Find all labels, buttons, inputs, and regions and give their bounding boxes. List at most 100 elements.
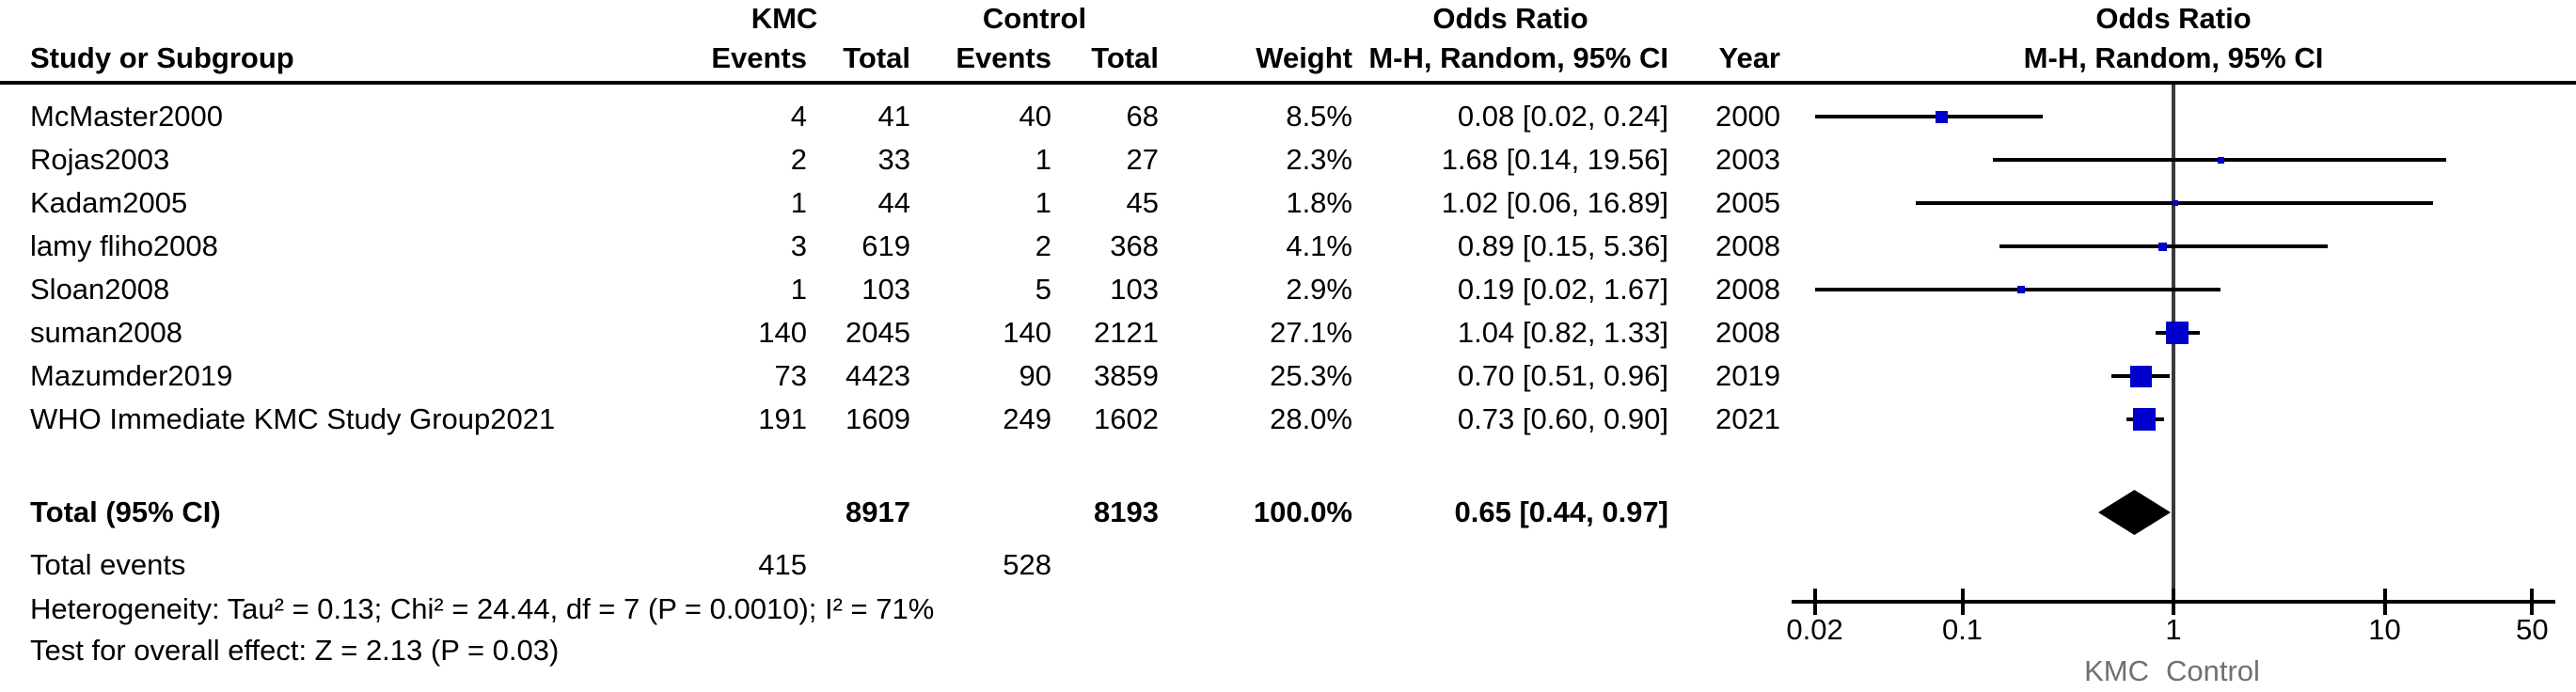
- ctl-total: 45: [1126, 186, 1159, 219]
- weight: 28.0%: [1270, 402, 1352, 435]
- kmc-total: 33: [877, 143, 910, 176]
- kmc-events: 4: [790, 100, 807, 133]
- plot-title: Odds Ratio: [2095, 2, 2252, 35]
- kmc-total: 41: [877, 100, 910, 133]
- kmc-events: 3: [790, 229, 807, 262]
- study-name: suman2008: [30, 316, 183, 349]
- header-divider-line: [0, 81, 2576, 85]
- weight: 1.8%: [1286, 186, 1352, 219]
- ctl-total: 1602: [1094, 402, 1159, 435]
- study-name: McMaster2000: [30, 100, 224, 133]
- total-or-ci-text: 0.65 [0.44, 0.97]: [1454, 495, 1669, 528]
- ctl-events: 2: [1035, 229, 1051, 262]
- kmc-total: 619: [861, 229, 910, 262]
- ctl-total: 27: [1126, 143, 1159, 176]
- study-name: WHO Immediate KMC Study Group2021: [30, 402, 556, 435]
- col-header-or-ci: M-H, Random, 95% CI: [1368, 41, 1668, 74]
- effect-square: [2017, 286, 2026, 293]
- effect-square: [2172, 200, 2178, 206]
- study-name: lamy fliho2008: [30, 229, 218, 262]
- ctl-events: 40: [1019, 100, 1051, 133]
- kmc-events: 2: [790, 143, 807, 176]
- x-axis-tick-label: 50: [2516, 613, 2549, 646]
- study-name: Kadam2005: [30, 186, 188, 219]
- col-header-ctl-events: Events: [956, 41, 1051, 74]
- table-row: Kadam2005 1 44 1 45 1.8% 1.02 [0.06, 16.…: [0, 181, 2576, 225]
- kmc-events: 73: [774, 359, 807, 392]
- weight: 2.3%: [1286, 143, 1352, 176]
- ctl-events: 1: [1035, 143, 1051, 176]
- or-ci-text: 0.19 [0.02, 1.67]: [1457, 273, 1668, 306]
- ctl-total: 68: [1126, 100, 1159, 133]
- ctl-events: 249: [1003, 402, 1051, 435]
- ci-line: [1814, 115, 2043, 118]
- total-diamond: [2097, 490, 2172, 535]
- x-axis-tick: [2382, 589, 2387, 615]
- x-axis-tick-label: 10: [2368, 613, 2401, 646]
- year: 2019: [1715, 359, 1780, 392]
- x-axis-tick-label: 0.02: [1786, 613, 1843, 646]
- col-header-year: Year: [1718, 41, 1780, 74]
- weight: 2.9%: [1286, 273, 1352, 306]
- table-header-row: Study or Subgroup Events Total Events To…: [0, 37, 2576, 74]
- col-header-kmc-events: Events: [711, 41, 807, 74]
- year: 2003: [1715, 143, 1780, 176]
- weight: 8.5%: [1286, 100, 1352, 133]
- weight: 27.1%: [1270, 316, 1352, 349]
- total-row: Total (95% CI) 8917 8193 100.0% 0.65 [0.…: [0, 491, 2576, 534]
- x-axis-tick-label: 0.1: [1941, 613, 1983, 646]
- kmc-events: 191: [758, 402, 807, 435]
- table-row: lamy fliho2008 3 619 2 368 4.1% 0.89 [0.…: [0, 225, 2576, 268]
- kmc-total: 4423: [845, 359, 910, 392]
- x-axis-tick: [2530, 589, 2535, 615]
- kmc-events: 1: [790, 273, 807, 306]
- table-row: Mazumder2019 73 4423 90 3859 25.3% 0.70 …: [0, 354, 2576, 398]
- plot-subtitle: M-H, Random, 95% CI: [2023, 41, 2324, 74]
- effect-square: [1936, 110, 1949, 123]
- kmc-total: 103: [861, 273, 910, 306]
- or-ci-text: 0.08 [0.02, 0.24]: [1457, 100, 1668, 133]
- table-row: Rojas2003 2 33 1 27 2.3% 1.68 [0.14, 19.…: [0, 138, 2576, 181]
- col-header-study: Study or Subgroup: [30, 41, 294, 74]
- total-weight: 100.0%: [1253, 495, 1352, 528]
- or-ci-text: 1.68 [0.14, 19.56]: [1441, 143, 1668, 176]
- col-header-weight: Weight: [1256, 41, 1352, 74]
- effect-square: [2129, 365, 2152, 387]
- kmc-total: 1609: [845, 402, 910, 435]
- kmc-events: 140: [758, 316, 807, 349]
- study-name: Mazumder2019: [30, 359, 233, 392]
- x-axis-tick: [1812, 589, 1817, 615]
- total-events-ctl: 528: [1003, 548, 1051, 581]
- table-row: suman2008 140 2045 140 2121 27.1% 1.04 […: [0, 311, 2576, 354]
- x-axis-tick: [1960, 589, 1965, 615]
- weight: 25.3%: [1270, 359, 1352, 392]
- or-ci-text: 1.04 [0.82, 1.33]: [1457, 316, 1668, 349]
- kmc-total: 2045: [845, 316, 910, 349]
- total-ctl-n: 8193: [1094, 495, 1159, 528]
- weight: 4.1%: [1286, 229, 1352, 262]
- table-row: WHO Immediate KMC Study Group2021 191 16…: [0, 398, 2576, 441]
- or-ci-text: 0.70 [0.51, 0.96]: [1457, 359, 1668, 392]
- effect-square: [2133, 408, 2157, 431]
- year: 2005: [1715, 186, 1780, 219]
- effect-square: [2218, 156, 2225, 164]
- favours-right-label: Control: [2166, 654, 2260, 687]
- effect-square: [2158, 242, 2168, 251]
- table-row: Sloan2008 1 103 5 103 2.9% 0.19 [0.02, 1…: [0, 268, 2576, 311]
- column-group-odds-ratio: Odds Ratio: [1432, 2, 1588, 35]
- x-axis-tick-label: 1: [2165, 613, 2182, 646]
- x-axis-tick: [2172, 589, 2175, 615]
- study-name: Rojas2003: [30, 143, 170, 176]
- year: 2000: [1715, 100, 1780, 133]
- overall-effect-text: Test for overall effect: Z = 2.13 (P = 0…: [30, 634, 560, 667]
- column-group-kmc: KMC: [751, 2, 818, 35]
- ctl-total: 3859: [1094, 359, 1159, 392]
- table-row: McMaster2000 4 41 40 68 8.5% 0.08 [0.02,…: [0, 95, 2576, 138]
- heterogeneity-text: Heterogeneity: Tau² = 0.13; Chi² = 24.44…: [30, 592, 935, 625]
- kmc-total: 44: [877, 186, 910, 219]
- ctl-events: 90: [1019, 359, 1051, 392]
- col-header-kmc-total: Total: [843, 41, 910, 74]
- year: 2008: [1715, 316, 1780, 349]
